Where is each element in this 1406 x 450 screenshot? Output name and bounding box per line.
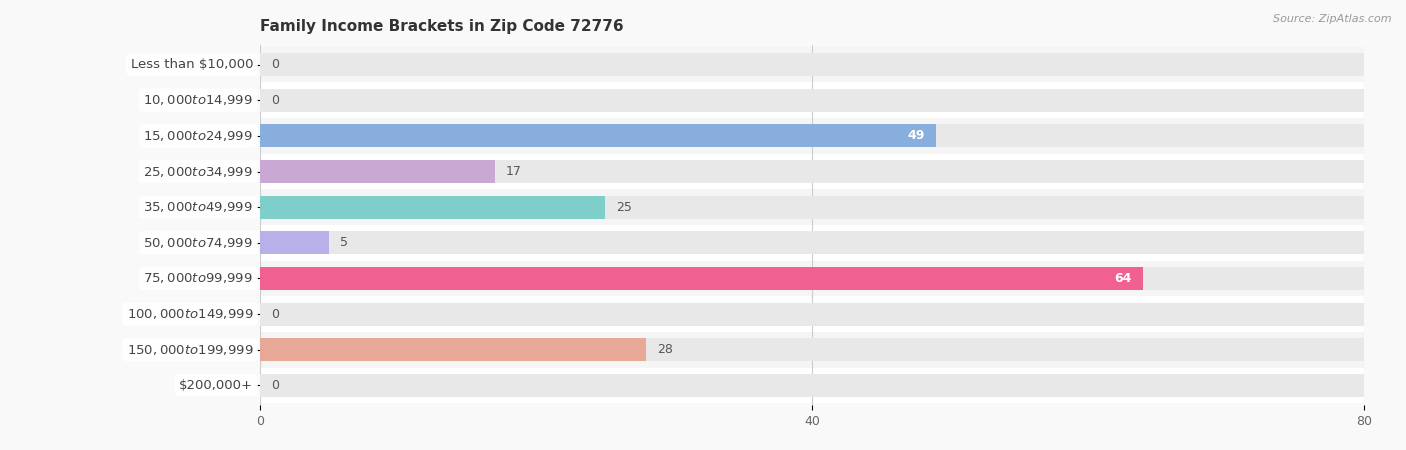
Text: 5: 5 (340, 236, 349, 249)
Bar (260, 154, 1364, 189)
Text: 0: 0 (271, 58, 280, 71)
Bar (260, 124, 936, 148)
Bar (260, 160, 495, 183)
Bar (260, 231, 329, 254)
Bar (260, 196, 1364, 219)
Text: 64: 64 (1115, 272, 1132, 285)
Bar (260, 374, 1364, 397)
Bar (260, 189, 1364, 225)
Bar (260, 89, 1364, 112)
Bar (260, 82, 1364, 118)
Bar (260, 296, 1364, 332)
Text: 0: 0 (271, 94, 280, 107)
Text: 25: 25 (616, 201, 631, 214)
Text: Source: ZipAtlas.com: Source: ZipAtlas.com (1274, 14, 1392, 23)
Text: Family Income Brackets in Zip Code 72776: Family Income Brackets in Zip Code 72776 (260, 19, 624, 34)
Text: 0: 0 (271, 379, 280, 392)
Text: 0: 0 (271, 308, 280, 320)
Text: $25,000 to $34,999: $25,000 to $34,999 (143, 165, 253, 179)
Text: $200,000+: $200,000+ (179, 379, 253, 392)
Bar (260, 267, 1143, 290)
Text: 17: 17 (506, 165, 522, 178)
Text: $75,000 to $99,999: $75,000 to $99,999 (143, 271, 253, 285)
Bar (260, 338, 1364, 361)
Bar (260, 231, 1364, 254)
Text: $35,000 to $49,999: $35,000 to $49,999 (143, 200, 253, 214)
Text: 28: 28 (658, 343, 673, 356)
Bar (260, 261, 1364, 296)
Bar (260, 160, 1364, 183)
Bar (260, 267, 1364, 290)
Bar (260, 338, 647, 361)
Text: 49: 49 (908, 130, 925, 142)
Bar (260, 368, 1364, 403)
Text: $50,000 to $74,999: $50,000 to $74,999 (143, 236, 253, 250)
Text: Less than $10,000: Less than $10,000 (131, 58, 253, 71)
Text: $150,000 to $199,999: $150,000 to $199,999 (127, 343, 253, 357)
Bar (260, 196, 605, 219)
Bar (260, 332, 1364, 368)
Bar (260, 225, 1364, 261)
Bar (260, 302, 1364, 326)
Bar (260, 118, 1364, 154)
Text: $15,000 to $24,999: $15,000 to $24,999 (143, 129, 253, 143)
Bar (260, 47, 1364, 82)
Bar (260, 124, 1364, 148)
Bar (260, 53, 1364, 76)
Text: $100,000 to $149,999: $100,000 to $149,999 (127, 307, 253, 321)
Text: $10,000 to $14,999: $10,000 to $14,999 (143, 93, 253, 107)
